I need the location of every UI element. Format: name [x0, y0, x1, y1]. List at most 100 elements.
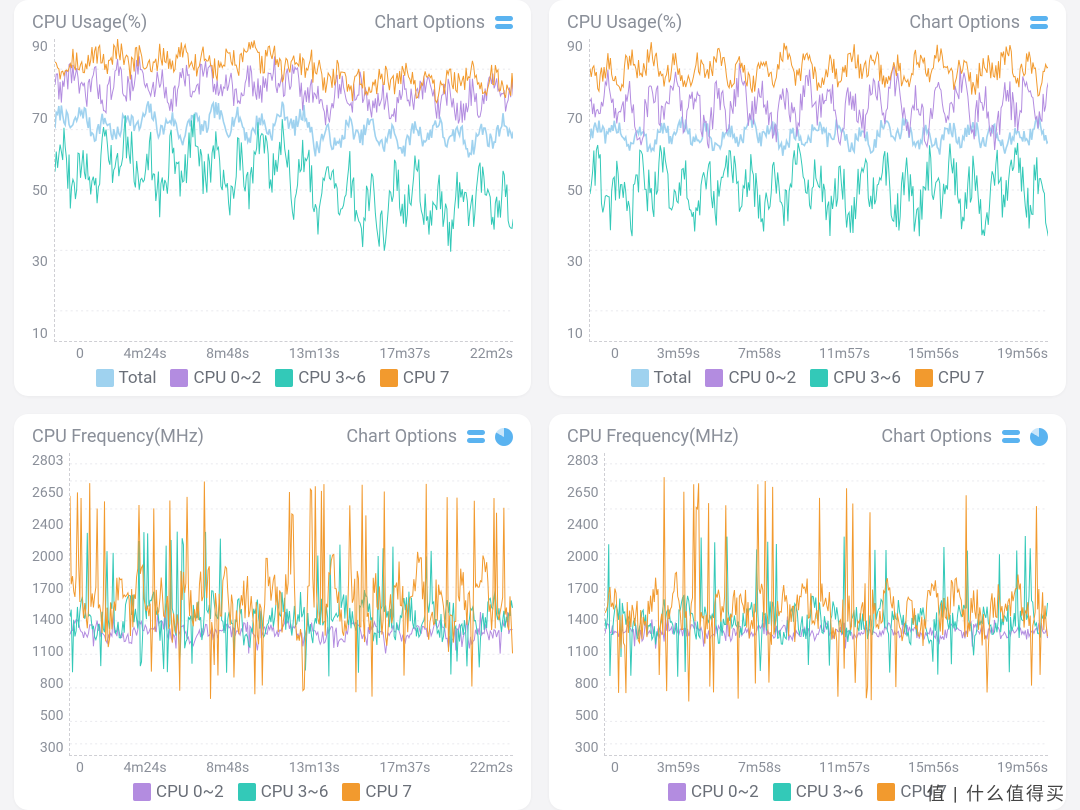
- watermark: 值 | 什么值得买: [927, 780, 1066, 806]
- legend-swatch: [668, 783, 686, 801]
- legend-label: CPU 0~2: [193, 368, 261, 388]
- y-tick: 300: [575, 740, 599, 756]
- legend: Total CPU 0~2 CPU 3~6 CPU 7: [567, 364, 1048, 388]
- y-tick: 2400: [567, 517, 598, 533]
- x-tick: 11m57s: [819, 346, 870, 362]
- legend-swatch: [773, 783, 791, 801]
- chart-options-button[interactable]: Chart Options: [909, 12, 1048, 33]
- legend-label: CPU 3~6: [833, 368, 901, 388]
- legend-item[interactable]: CPU 7: [380, 368, 450, 388]
- dashboard-grid: CPU Usage(%) Chart Options 90 70 50 30 10 0 4…: [0, 0, 1080, 810]
- y-tick: 10: [32, 326, 48, 342]
- x-tick: 11m57s: [819, 760, 870, 776]
- legend-label: CPU 0~2: [691, 782, 759, 802]
- y-tick: 30: [567, 254, 583, 270]
- y-tick: 300: [40, 740, 64, 756]
- y-tick: 2803: [567, 453, 598, 469]
- y-tick: 2650: [32, 485, 63, 501]
- x-tick: 19m56s: [997, 760, 1048, 776]
- legend-swatch: [877, 783, 895, 801]
- plot-area: [604, 453, 1048, 756]
- plot-area: [589, 39, 1048, 342]
- x-tick: 0: [611, 346, 619, 362]
- x-tick: 7m58s: [738, 346, 781, 362]
- legend-item[interactable]: Total: [96, 368, 157, 388]
- y-axis: 9070503010: [567, 39, 589, 342]
- legend-label: CPU 3~6: [298, 368, 366, 388]
- legend-swatch: [380, 369, 398, 387]
- y-tick: 30: [32, 254, 48, 270]
- y-tick: 1100: [567, 644, 598, 660]
- legend-swatch: [810, 369, 828, 387]
- y-axis: 2803265024002000170014001100800500300: [567, 453, 604, 756]
- plot-area: [69, 453, 513, 756]
- x-tick: 7m58s: [738, 760, 781, 776]
- card-cpu-frequency-right: CPU Frequency(MHz) Chart Options 2803 265…: [549, 414, 1066, 810]
- y-tick: 1400: [32, 612, 63, 628]
- pie-icon: [495, 428, 513, 446]
- legend-item[interactable]: CPU 3~6: [773, 782, 864, 802]
- x-tick: 15m56s: [908, 760, 959, 776]
- y-tick: 70: [567, 111, 583, 127]
- card-cpu-usage-right: CPU Usage(%) Chart Options 9070503010 03…: [549, 0, 1066, 396]
- chart-options-label: Chart Options: [346, 426, 457, 447]
- x-tick: 3m59s: [657, 760, 700, 776]
- x-axis: 03m59s7m58s11m57s15m56s19m56s: [567, 342, 1048, 364]
- chart-title: CPU Usage(%): [32, 12, 147, 33]
- chart-title: CPU Usage(%): [567, 12, 682, 33]
- legend-label: CPU 3~6: [261, 782, 329, 802]
- y-tick: 1700: [567, 581, 598, 597]
- chart-options-button[interactable]: Chart Options: [881, 426, 1048, 447]
- y-tick: 800: [40, 676, 64, 692]
- legend-swatch: [170, 369, 188, 387]
- y-tick: 90: [32, 39, 48, 55]
- y-tick: 1700: [32, 581, 63, 597]
- legend-item[interactable]: CPU 3~6: [238, 782, 329, 802]
- legend-item[interactable]: CPU 0~2: [133, 782, 224, 802]
- x-tick: 17m37s: [379, 346, 430, 362]
- chart-title: CPU Frequency(MHz): [32, 426, 204, 447]
- chart-options-button[interactable]: Chart Options: [374, 12, 513, 33]
- y-tick: 1100: [32, 644, 63, 660]
- y-tick: 50: [32, 183, 48, 199]
- x-tick: 17m37s: [379, 760, 430, 776]
- x-tick: 0: [76, 760, 84, 776]
- legend-label: Total: [654, 368, 692, 388]
- y-axis: 90 70 50 30 10: [32, 39, 54, 342]
- legend-swatch: [238, 783, 256, 801]
- legend-item[interactable]: CPU 0~2: [705, 368, 796, 388]
- legend-label: CPU 0~2: [728, 368, 796, 388]
- legend-item[interactable]: CPU 7: [342, 782, 412, 802]
- x-tick: 3m59s: [657, 346, 700, 362]
- legend-item[interactable]: CPU 0~2: [668, 782, 759, 802]
- y-tick: 2650: [567, 485, 598, 501]
- legend-item[interactable]: CPU 3~6: [275, 368, 366, 388]
- x-tick: 4m24s: [123, 760, 166, 776]
- plot-area: [54, 39, 513, 342]
- legend-swatch: [275, 369, 293, 387]
- legend-label: CPU 0~2: [156, 782, 224, 802]
- legend-item[interactable]: CPU 3~6: [810, 368, 901, 388]
- y-tick: 2803: [32, 453, 63, 469]
- bars-icon: [467, 430, 485, 444]
- legend-label: CPU 7: [365, 782, 412, 802]
- x-axis: 0 3m59s 7m58s 11m57s 15m56s 19m56s: [567, 756, 1048, 778]
- x-tick: 15m56s: [908, 346, 959, 362]
- legend: Total CPU 0~2 CPU 3~6 CPU 7: [32, 364, 513, 388]
- bars-icon: [495, 16, 513, 30]
- legend-label: Total: [119, 368, 157, 388]
- x-tick: 0: [611, 760, 619, 776]
- legend-item[interactable]: CPU 7: [915, 368, 985, 388]
- chart-options-button[interactable]: Chart Options: [346, 426, 513, 447]
- legend-item[interactable]: Total: [631, 368, 692, 388]
- y-tick: 70: [32, 111, 48, 127]
- x-tick: 13m13s: [289, 346, 340, 362]
- chart-options-label: Chart Options: [374, 12, 485, 33]
- y-tick: 90: [567, 39, 583, 55]
- y-axis: 2803265024002000170014001100800500300: [32, 453, 69, 756]
- card-cpu-frequency-left: CPU Frequency(MHz) Chart Options 2803 265…: [14, 414, 531, 810]
- chart-title: CPU Frequency(MHz): [567, 426, 739, 447]
- y-tick: 1400: [567, 612, 598, 628]
- legend-item[interactable]: CPU 0~2: [170, 368, 261, 388]
- y-tick: 2000: [32, 549, 63, 565]
